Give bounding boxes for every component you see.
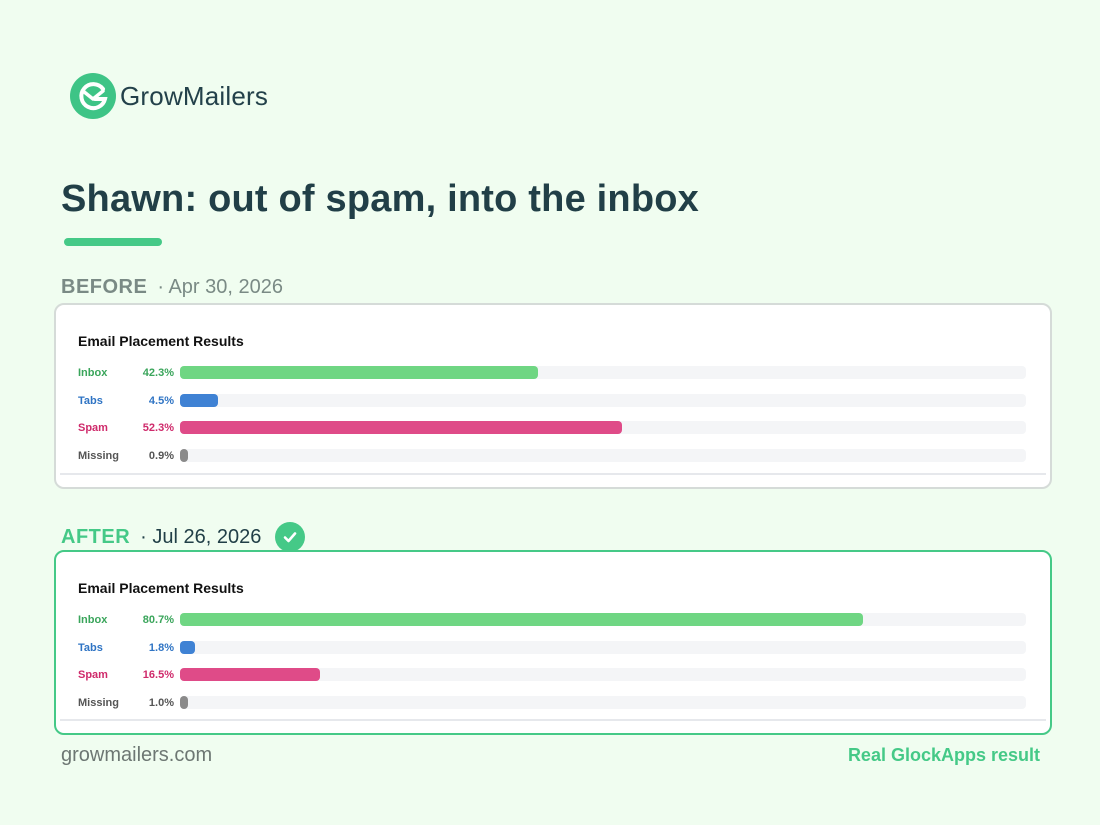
value-label-tabs: 1.8% — [148, 641, 174, 654]
before-header: BEFORE · Apr 30, 2026 — [61, 276, 283, 299]
bar-inbox — [180, 613, 863, 626]
bar-track-missing — [180, 448, 1026, 462]
after-chart: Inbox 80.7% Tabs 1.8% Spam 16.5% Missing 1.0% — [60, 556, 1046, 719]
after-results-card: Email Placement Results Inbox 80.7% Tabs 1.… — [54, 550, 1052, 735]
category-label-spam: Spam — [78, 669, 108, 681]
category-label-missing: Missing — [78, 696, 119, 709]
bar-tabs — [180, 393, 219, 407]
bar-row-missing: Missing 1.0% — [60, 695, 1046, 711]
after-chart-title: Email Placement Results — [78, 580, 244, 596]
bar-row-inbox: Inbox 80.7% — [60, 612, 1046, 628]
category-label-spam: Spam — [78, 422, 108, 434]
before-results-card: Email Placement Results Inbox 42.3% Tabs 4.… — [54, 303, 1052, 489]
value-label-missing: 0.9% — [148, 449, 174, 462]
bar-track-inbox — [180, 366, 1026, 379]
after-header: AFTER · Jul 26, 2026 — [61, 522, 306, 552]
category-label-missing: Missing — [78, 449, 119, 462]
bar-row-tabs: Tabs 1.8% — [60, 640, 1046, 656]
bar-row-tabs: Tabs 4.5% — [60, 393, 1046, 409]
bar-row-inbox: Inbox 42.3% — [60, 365, 1046, 381]
bar-track-tabs — [180, 640, 1026, 654]
category-label-tabs: Tabs — [78, 641, 103, 654]
bar-track-spam — [180, 668, 1026, 681]
bar-row-spam: Spam 16.5% — [60, 667, 1046, 683]
check-circle-icon — [275, 522, 306, 552]
bar-track-inbox — [180, 613, 1026, 626]
title-underline — [64, 238, 162, 246]
bar-inbox — [180, 366, 538, 379]
footer-site: growmailers.com — [61, 744, 213, 766]
before-chart: Inbox 42.3% Tabs 4.5% Spam 52.3% Missing 0.9% — [60, 309, 1046, 473]
page-title: Shawn: out of spam, into the inbox — [61, 178, 699, 220]
brand-logo: GrowMailers — [70, 73, 268, 119]
after-tag: AFTER — [61, 525, 131, 548]
value-label-spam: 16.5% — [142, 669, 174, 681]
category-label-inbox: Inbox — [78, 367, 108, 379]
bar-spam — [180, 421, 623, 434]
after-date: · Jul 26, 2026 — [140, 525, 262, 548]
before-date: · Apr 30, 2026 — [157, 276, 283, 298]
value-label-spam: 52.3% — [142, 422, 174, 434]
bar-tabs — [180, 640, 196, 654]
bar-track-spam — [180, 421, 1026, 434]
bar-track-tabs — [180, 393, 1026, 407]
before-chart-title: Email Placement Results — [78, 333, 244, 349]
category-label-tabs: Tabs — [78, 394, 103, 407]
before-tag: BEFORE — [61, 276, 148, 298]
bar-missing — [180, 448, 188, 462]
bar-missing — [180, 695, 189, 709]
category-label-inbox: Inbox — [78, 614, 108, 626]
value-label-missing: 1.0% — [148, 696, 174, 709]
value-label-inbox: 80.7% — [142, 614, 174, 626]
bar-row-spam: Spam 52.3% — [60, 420, 1046, 436]
value-label-tabs: 4.5% — [148, 394, 174, 407]
footer-note: Real GlockApps result — [847, 745, 1040, 765]
growmailers-logo-icon — [70, 73, 116, 119]
bar-track-missing — [180, 695, 1026, 709]
bar-row-missing: Missing 0.9% — [60, 448, 1046, 464]
bar-spam — [180, 668, 320, 681]
brand-name: GrowMailers — [120, 80, 269, 111]
value-label-inbox: 42.3% — [142, 367, 174, 379]
